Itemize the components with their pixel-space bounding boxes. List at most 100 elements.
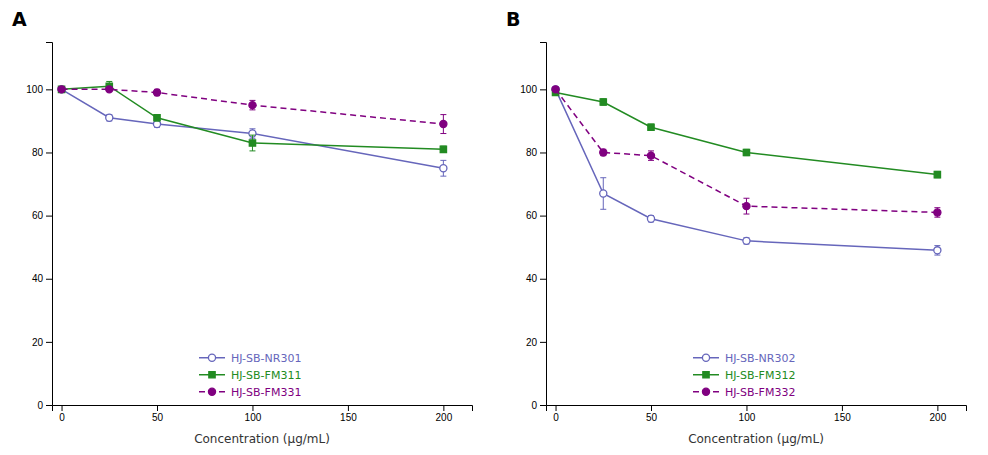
tick-mark [46,279,52,280]
error-bar [440,160,446,176]
error-bar-cap [440,114,446,115]
marker [153,89,160,96]
tick: 200 [930,405,947,423]
marks [552,86,941,255]
tick-label: 20 [526,337,538,348]
marker [934,171,940,177]
tick-label: 80 [526,147,538,158]
legend-label: HJ-SB-FM332 [725,386,795,399]
legend-item: HJ-SB-FM332 [693,386,795,399]
tick-label: 150 [834,412,851,423]
marker [58,86,65,93]
error-bar-cap [934,245,940,246]
tick: 80 [32,147,52,158]
tick-label: 0 [553,412,559,423]
tick-label: 200 [436,412,453,423]
error-bar-cap [440,133,446,134]
tick-label: 0 [59,412,65,423]
tick-label: 60 [32,210,44,221]
tick: 50 [646,405,658,423]
legend-item: HJ-SB-FM311 [199,369,301,382]
error-bar [934,208,940,217]
axis-line [540,43,547,406]
tick-mark [540,342,546,343]
line [556,93,938,175]
tick: 100 [739,405,756,423]
error-bar-cap [249,135,255,136]
marker [106,86,113,93]
error-bar-cap [934,217,940,218]
panel: 050100150200020406080100Concentration (μ… [12,8,473,446]
error-bar-cap [249,150,255,151]
tick-label: 40 [32,273,44,284]
legend-item: HJ-SB-FM331 [199,386,301,399]
tick-mark [46,342,52,343]
tick-mark [540,216,546,217]
marker [440,121,447,128]
tick-label: 100 [739,412,756,423]
marks [58,81,447,176]
marker [440,165,447,172]
tick: 0 [37,400,52,411]
tick-label: 40 [526,273,538,284]
tick-label: 50 [152,412,164,423]
marker [600,149,607,156]
error-bar [743,149,749,155]
error-bar [440,115,446,134]
tick-label: 20 [32,337,44,348]
legend-item: HJ-SB-NR301 [199,352,301,365]
error-bar-cap [249,128,255,129]
legend-label: HJ-SB-FM331 [231,386,301,399]
error-bar [154,115,160,121]
error-bar-cap [648,150,654,151]
tick-mark [540,152,546,153]
tick: 0 [59,405,65,423]
tick: 20 [32,337,52,348]
tick-label: 50 [646,412,658,423]
series [58,86,447,134]
legend-marker [703,372,709,378]
tick-mark [443,405,444,411]
y-axis: 0 20 40 60 80 100 [26,43,52,411]
error-bar [743,198,749,214]
marker [743,237,750,244]
error-bar-cap [934,207,940,208]
tick: 100 [520,84,546,95]
tick-mark [842,405,843,411]
error-bar [106,115,112,121]
legend-label: HJ-SB-FM312 [725,369,795,382]
error-bar [934,171,940,177]
marker [552,86,559,93]
tick-mark [540,89,546,90]
error-bar [249,100,255,109]
x-axis-label: Concentration (μg/mL) [688,432,824,446]
error-bar [743,238,749,244]
marker [249,140,255,146]
marker [600,190,607,197]
marker [934,247,941,254]
x-axis-label: Concentration (μg/mL) [194,432,330,446]
error-bar-cap [249,100,255,101]
tick: 50 [152,405,164,423]
tick: 150 [834,405,851,423]
tick-label: 60 [526,210,538,221]
marker [552,86,559,93]
legend-item: HJ-SB-FM312 [693,369,795,382]
tick: 40 [32,273,52,284]
legend-marker [208,354,215,361]
axis-line [46,43,53,406]
error-bar [648,124,654,130]
error-bar [440,146,446,152]
line [556,89,938,212]
error-bar-cap [249,109,255,110]
series [58,81,446,152]
marker [440,146,446,152]
panel-label: B [506,8,520,30]
error-bar-cap [743,198,749,199]
error-bar-cap [440,160,446,161]
tick-label: 200 [930,412,947,423]
tick: 100 [26,84,52,95]
series [552,89,940,177]
error-bar-cap [440,176,446,177]
tick-mark [46,89,52,90]
